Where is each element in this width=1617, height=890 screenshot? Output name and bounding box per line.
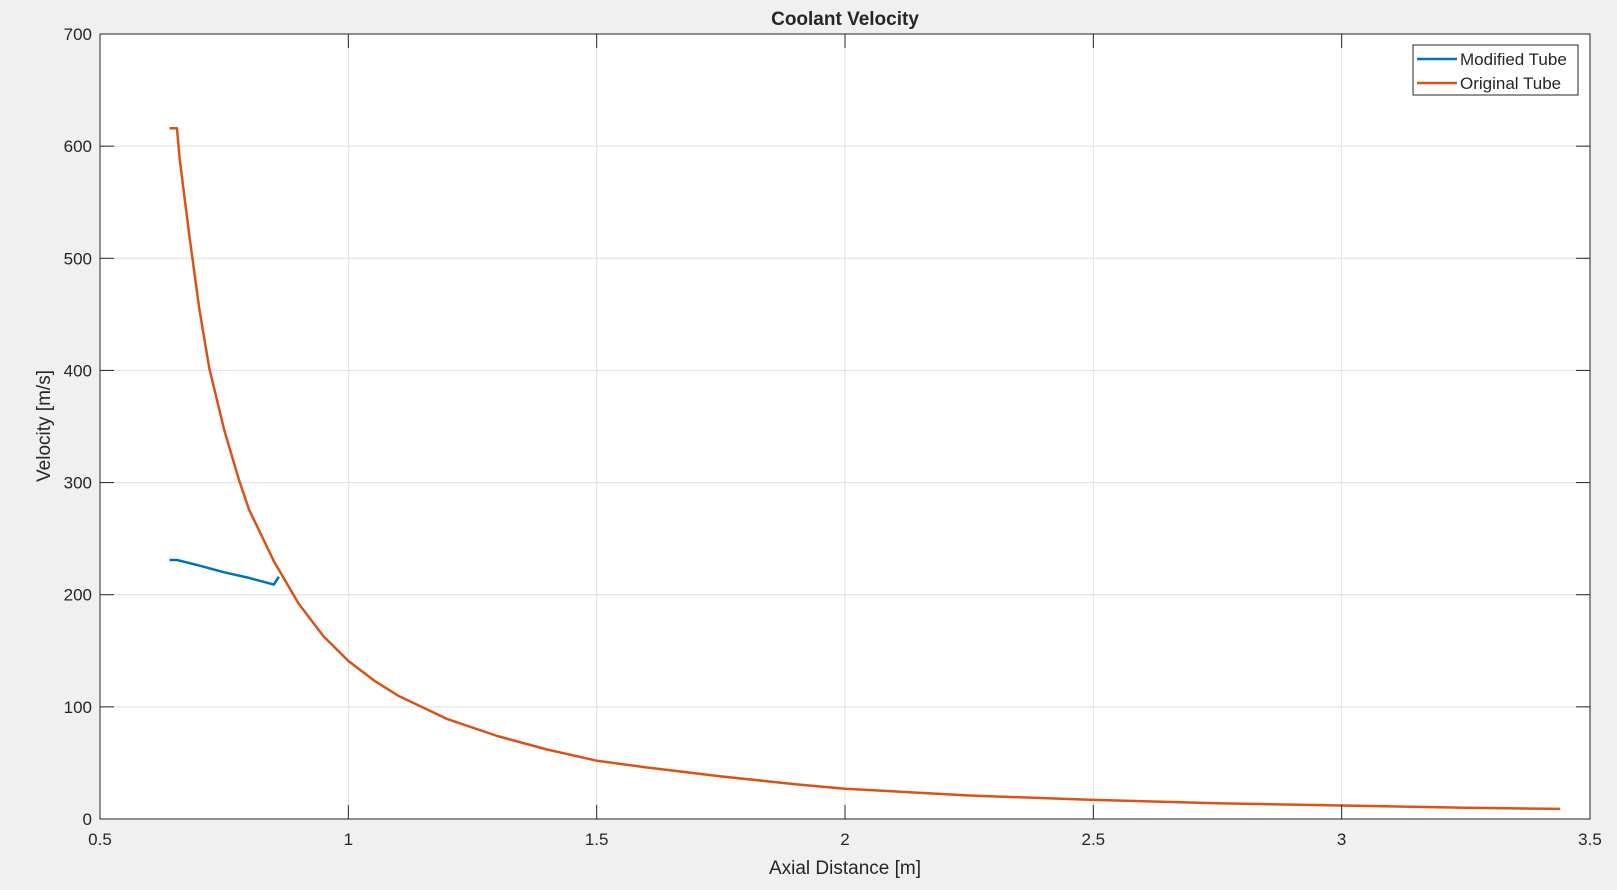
y-tick-label: 700 [64, 25, 92, 44]
series-line-modified-tube [169, 558, 280, 586]
x-tick-label: 2.5 [1082, 830, 1106, 849]
x-tick-label: 1.5 [585, 830, 609, 849]
x-tick-label: 0.5 [88, 830, 112, 849]
legend-label: Original Tube [1460, 74, 1561, 93]
y-tick-label: 100 [64, 698, 92, 717]
y-tick-label: 600 [64, 137, 92, 156]
series-layer [169, 126, 1561, 811]
chart-title: Coolant Velocity [771, 9, 919, 30]
y-axis-label: Velocity [m/s] [34, 370, 55, 482]
x-tick-label: 3.5 [1578, 830, 1602, 849]
ticks: 0.5 1 1.5 2 2.5 3 3.5 0 100 200 300 400 500 600 700 [64, 25, 1602, 849]
x-tick-label: 3 [1337, 830, 1346, 849]
legend-box [1412, 44, 1579, 96]
series-line-original-tube [169, 126, 1561, 811]
y-tick-label: 300 [64, 474, 92, 493]
legend: Modified Tube Original Tube [1412, 44, 1579, 96]
x-tick-label: 1 [344, 830, 353, 849]
y-tick-label: 200 [64, 586, 92, 605]
legend-label: Modified Tube [1460, 50, 1567, 69]
x-axis-label: Axial Distance [m] [769, 858, 921, 879]
y-tick-label: 0 [83, 810, 92, 829]
x-tick-label: 2 [840, 830, 849, 849]
y-tick-label: 400 [64, 361, 92, 380]
y-tick-label: 500 [64, 249, 92, 268]
